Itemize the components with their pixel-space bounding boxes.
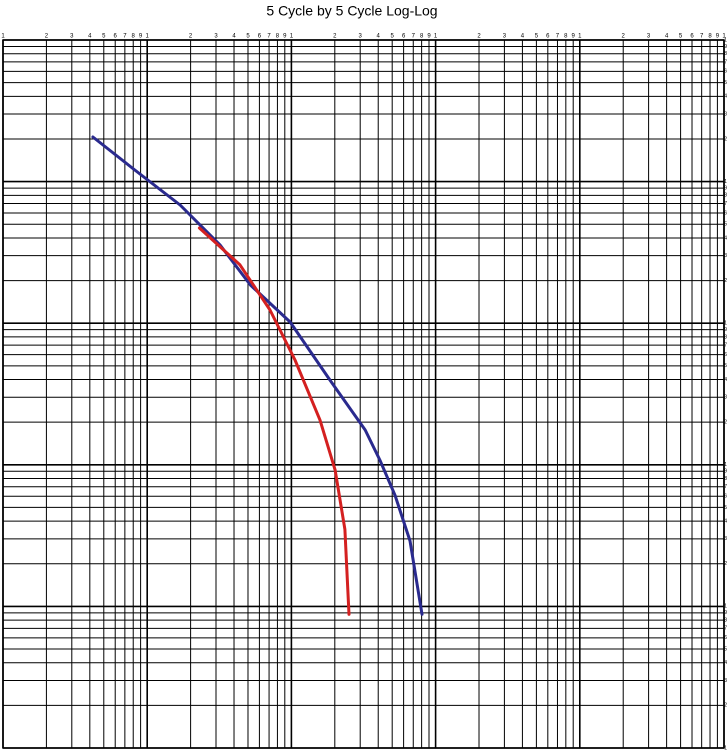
- y-tick-label: 4: [724, 518, 727, 524]
- x-tick-label: 6: [546, 34, 550, 40]
- x-tick-label: 1: [290, 34, 294, 40]
- y-tick-label: 2: [724, 703, 727, 709]
- x-tick-label: 8: [276, 34, 280, 40]
- y-tick-label: 5: [724, 80, 727, 86]
- x-tick-label: 9: [139, 34, 143, 40]
- x-tick-label: 8: [132, 34, 136, 40]
- y-tick-label: 4: [724, 94, 727, 100]
- y-tick-label: 2: [724, 136, 727, 142]
- y-tick-label: 5: [724, 505, 727, 511]
- x-tick-label: 6: [258, 34, 262, 40]
- x-tick-label: 3: [214, 34, 218, 40]
- y-tick-label: 3: [724, 678, 727, 684]
- y-tick-label: 2: [724, 278, 727, 284]
- x-tick-label: 1: [578, 34, 582, 40]
- y-tick-label: 7: [724, 201, 727, 207]
- y-tick-label: 6: [724, 210, 727, 216]
- x-tick-label: 2: [622, 34, 626, 40]
- y-tick-label: 1: [724, 745, 727, 750]
- x-tick-label: 8: [564, 34, 568, 40]
- y-tick-label: 6: [724, 69, 727, 75]
- y-tick-label: 5: [724, 222, 727, 228]
- x-tick-label: 9: [283, 34, 287, 40]
- y-tick-label: 6: [724, 635, 727, 641]
- x-tick-label: 4: [521, 34, 525, 40]
- y-tick-label: 9: [724, 469, 727, 475]
- y-tick-label: 5: [724, 363, 727, 369]
- x-tick-label: 7: [556, 34, 560, 40]
- x-tick-label: 1: [722, 34, 726, 40]
- x-tick-label: 1: [434, 34, 438, 40]
- y-tick-label: 9: [724, 327, 727, 333]
- y-tick-label: 6: [724, 494, 727, 500]
- x-tick-label: 2: [45, 34, 49, 40]
- y-tick-label: 3: [724, 253, 727, 259]
- y-tick-label: 9: [724, 610, 727, 616]
- y-tick-label: 1: [724, 37, 727, 43]
- x-tick-label: 2: [333, 34, 337, 40]
- x-tick-label: 1: [1, 34, 5, 40]
- x-tick-label: 9: [716, 34, 720, 40]
- x-tick-label: 3: [503, 34, 507, 40]
- y-tick-label: 6: [724, 352, 727, 358]
- y-tick-label: 8: [724, 51, 727, 57]
- y-tick-label: 3: [724, 395, 727, 401]
- x-tick-label: 5: [391, 34, 395, 40]
- y-tick-label: 2: [724, 561, 727, 567]
- x-tick-label: 4: [232, 34, 236, 40]
- plot-border: [2, 39, 725, 749]
- x-tick-label: 6: [402, 34, 406, 40]
- y-tick-label: 3: [724, 536, 727, 542]
- x-tick-label: 5: [102, 34, 106, 40]
- y-tick-label: 2: [724, 420, 727, 426]
- x-tick-label: 2: [477, 34, 481, 40]
- x-tick-label: 6: [114, 34, 118, 40]
- x-tick-label: 1: [146, 34, 150, 40]
- x-tick-label: 9: [427, 34, 431, 40]
- y-tick-label: 3: [724, 111, 727, 117]
- x-tick-label: 3: [647, 34, 651, 40]
- x-tick-label: 7: [123, 34, 127, 40]
- x-tick-label: 8: [708, 34, 712, 40]
- x-tick-label: 8: [420, 34, 424, 40]
- x-tick-label: 7: [267, 34, 271, 40]
- y-tick-label: 1: [724, 179, 727, 185]
- y-tick-label: 9: [724, 185, 727, 191]
- data-line: [197, 226, 351, 616]
- x-tick-label: 9: [572, 34, 576, 40]
- y-tick-label: 4: [724, 660, 727, 666]
- x-tick-label: 5: [679, 34, 683, 40]
- y-tick-label: 1: [724, 321, 727, 327]
- x-tick-label: 3: [70, 34, 74, 40]
- x-tick-label: 5: [535, 34, 539, 40]
- x-tick-label: 4: [377, 34, 381, 40]
- y-tick-label: 8: [724, 334, 727, 340]
- y-tick-label: 8: [724, 193, 727, 199]
- x-tick-label: 5: [246, 34, 250, 40]
- data-line: [91, 135, 424, 616]
- y-tick-label: 9: [724, 44, 727, 50]
- x-tick-label: 7: [700, 34, 704, 40]
- y-tick-label: 7: [724, 484, 727, 490]
- y-tick-label: 5: [724, 646, 727, 652]
- y-tick-label: 1: [724, 462, 727, 468]
- x-tick-label: 7: [412, 34, 416, 40]
- y-tick-label: 7: [724, 626, 727, 632]
- y-tick-label: 7: [724, 342, 727, 348]
- y-tick-label: 4: [724, 235, 727, 241]
- x-tick-label: 4: [88, 34, 92, 40]
- x-tick-label: 3: [359, 34, 363, 40]
- y-tick-label: 4: [724, 377, 727, 383]
- y-tick-label: 8: [724, 476, 727, 482]
- chart-title: 5 Cycle by 5 Cycle Log-Log: [266, 3, 437, 19]
- y-tick-label: 8: [724, 617, 727, 623]
- y-tick-label: 1: [724, 604, 727, 610]
- x-tick-label: 2: [189, 34, 193, 40]
- x-tick-label: 6: [690, 34, 694, 40]
- y-tick-label: 7: [724, 59, 727, 65]
- x-tick-label: 4: [665, 34, 669, 40]
